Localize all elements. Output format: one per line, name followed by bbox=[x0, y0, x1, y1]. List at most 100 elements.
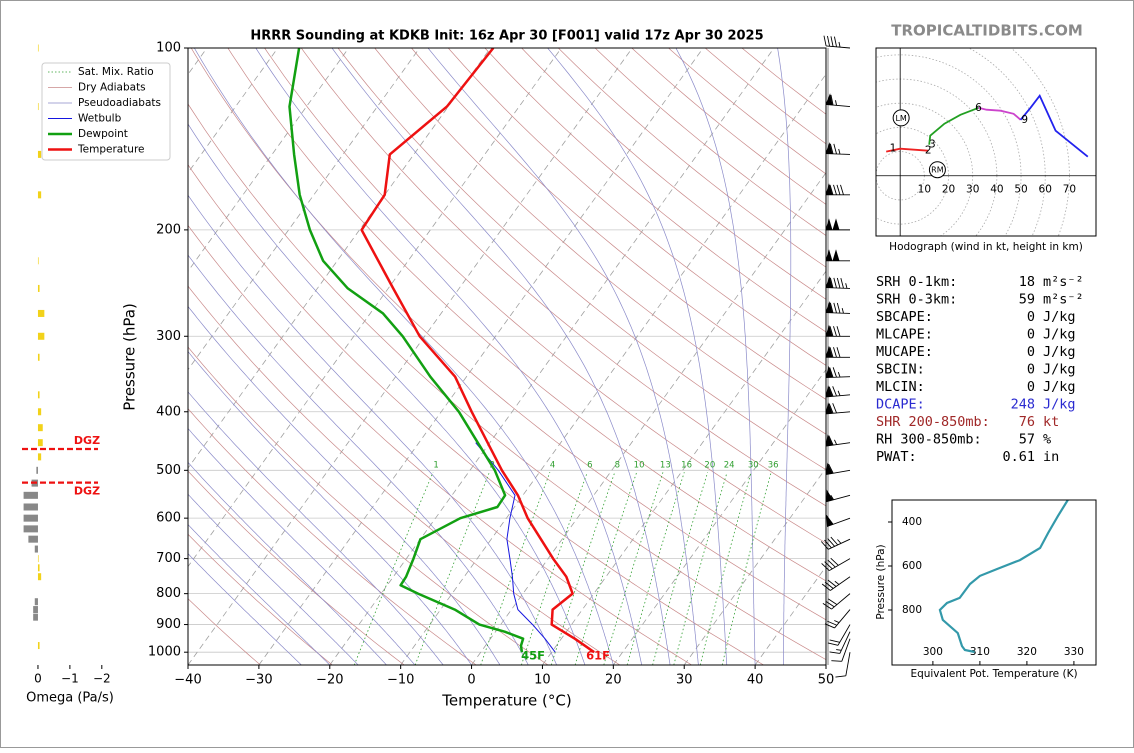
omega-bar bbox=[33, 606, 38, 613]
y-tick-label: 400 bbox=[902, 516, 922, 528]
param-value: 57 bbox=[1019, 432, 1035, 448]
param-label: SBCAPE: bbox=[876, 309, 933, 325]
mixing-ratio-label: 36 bbox=[768, 461, 779, 471]
y-tick-label: 700 bbox=[156, 551, 181, 566]
omega-bar bbox=[38, 453, 41, 460]
omega-bar bbox=[38, 391, 40, 398]
omega-axis-label: Omega (Pa/s) bbox=[26, 691, 114, 706]
param-value: 0 bbox=[1027, 344, 1035, 360]
y-tick-label: 300 bbox=[156, 329, 181, 344]
omega-bar bbox=[33, 614, 38, 621]
param-value: 248 bbox=[1011, 397, 1035, 413]
omega-bar bbox=[28, 536, 38, 543]
param-unit: J/kg bbox=[1043, 379, 1076, 395]
legend-label: Sat. Mix. Ratio bbox=[78, 66, 154, 78]
x-tick-label: 70 bbox=[1063, 184, 1076, 196]
y-tick-label: 200 bbox=[156, 222, 181, 237]
param-unit: kt bbox=[1043, 414, 1059, 430]
dgz-label: DGZ bbox=[74, 434, 100, 447]
param-label: SHR 200-850mb: bbox=[876, 414, 990, 430]
omega-bar bbox=[38, 45, 39, 52]
mixing-ratio-label: 1 bbox=[433, 461, 438, 471]
x-tick-label: −30 bbox=[245, 673, 272, 688]
param-value: 0 bbox=[1027, 379, 1035, 395]
param-unit: J/kg bbox=[1043, 327, 1076, 343]
x-tick-label: −10 bbox=[387, 673, 414, 688]
height-label: 3 bbox=[929, 139, 936, 151]
x-tick-label: 40 bbox=[990, 184, 1003, 196]
mixing-ratio-label: 24 bbox=[724, 461, 735, 471]
param-unit: J/kg bbox=[1043, 344, 1076, 360]
omega-bar bbox=[38, 573, 41, 580]
x-tick-label: 0 bbox=[34, 672, 42, 686]
height-label: 1 bbox=[890, 143, 897, 155]
mixing-ratio-label: 6 bbox=[587, 461, 592, 471]
omega-bar bbox=[24, 515, 38, 522]
omega-bar bbox=[24, 525, 38, 532]
y-axis-label: Pressure (hPa) bbox=[121, 303, 139, 411]
param-unit: J/kg bbox=[1043, 362, 1076, 378]
x-tick-label: −2 bbox=[93, 672, 111, 686]
param-value: 0.61 bbox=[1002, 449, 1035, 465]
omega-bar bbox=[38, 191, 41, 198]
x-tick-label: −1 bbox=[61, 672, 79, 686]
param-label: DCAPE: bbox=[876, 397, 925, 413]
y-tick-label: 800 bbox=[156, 586, 181, 601]
hodograph-title: Hodograph (wind in kt, height in km) bbox=[889, 241, 1083, 253]
y-tick-label: 400 bbox=[156, 404, 181, 419]
omega-bar bbox=[38, 564, 40, 571]
omega-bar bbox=[38, 257, 39, 264]
y-tick-label: 600 bbox=[902, 560, 922, 572]
x-tick-label: 20 bbox=[942, 184, 955, 196]
param-unit: in bbox=[1043, 449, 1059, 465]
param-label: RH 300-850mb: bbox=[876, 432, 982, 448]
x-tick-label: 50 bbox=[1014, 184, 1027, 196]
watermark: TROPICALTIDBITS.COM bbox=[891, 22, 1083, 40]
x-tick-label: 300 bbox=[923, 646, 943, 658]
legend-label: Dewpoint bbox=[78, 128, 128, 140]
omega-bar bbox=[38, 642, 40, 649]
omega-bar bbox=[24, 503, 38, 510]
x-tick-label: 30 bbox=[676, 673, 693, 688]
mixing-ratio-label: 16 bbox=[681, 461, 692, 471]
omega-bar bbox=[38, 424, 43, 431]
param-unit: m²s⁻² bbox=[1043, 274, 1084, 290]
x-axis-label: Temperature (°C) bbox=[441, 692, 571, 710]
omega-bar bbox=[38, 439, 43, 446]
omega-bar bbox=[38, 408, 41, 415]
mixing-ratio-label: 30 bbox=[748, 461, 759, 471]
param-value: 0 bbox=[1027, 362, 1035, 378]
x-tick-label: 10 bbox=[918, 184, 931, 196]
mixing-ratio-label: 20 bbox=[704, 461, 715, 471]
param-label: SRH 0-1km: bbox=[876, 274, 957, 290]
x-tick-label: 20 bbox=[605, 673, 622, 688]
x-tick-label: 60 bbox=[1039, 184, 1052, 196]
param-unit: m²s⁻² bbox=[1043, 292, 1084, 308]
y-tick-label: 1000 bbox=[148, 645, 181, 660]
omega-bar bbox=[38, 285, 40, 292]
thetae-x-label: Equivalent Pot. Temperature (K) bbox=[910, 668, 1077, 680]
legend-label: Temperature bbox=[77, 144, 145, 156]
param-value: 0 bbox=[1027, 327, 1035, 343]
omega-bar bbox=[38, 151, 41, 158]
param-value: 76 bbox=[1019, 414, 1035, 430]
param-label: MLCIN: bbox=[876, 379, 925, 395]
param-label: PWAT: bbox=[876, 449, 917, 465]
param-label: SBCIN: bbox=[876, 362, 925, 378]
storm-motion-label: LM bbox=[895, 114, 906, 123]
omega-bar bbox=[36, 467, 38, 474]
omega-bar bbox=[38, 310, 44, 317]
mixing-ratio-label: 2 bbox=[490, 461, 495, 471]
legend-label: Dry Adiabats bbox=[78, 82, 146, 94]
x-tick-label: 10 bbox=[534, 673, 551, 688]
x-tick-label: −40 bbox=[174, 673, 201, 688]
y-tick-label: 900 bbox=[156, 617, 181, 632]
annotation: 45F bbox=[521, 649, 545, 663]
param-value: 0 bbox=[1027, 309, 1035, 325]
mixing-ratio-label: 13 bbox=[660, 461, 671, 471]
x-tick-label: 320 bbox=[1017, 646, 1037, 658]
chart-title: HRRR Sounding at KDKB Init: 16z Apr 30 [… bbox=[250, 29, 763, 44]
